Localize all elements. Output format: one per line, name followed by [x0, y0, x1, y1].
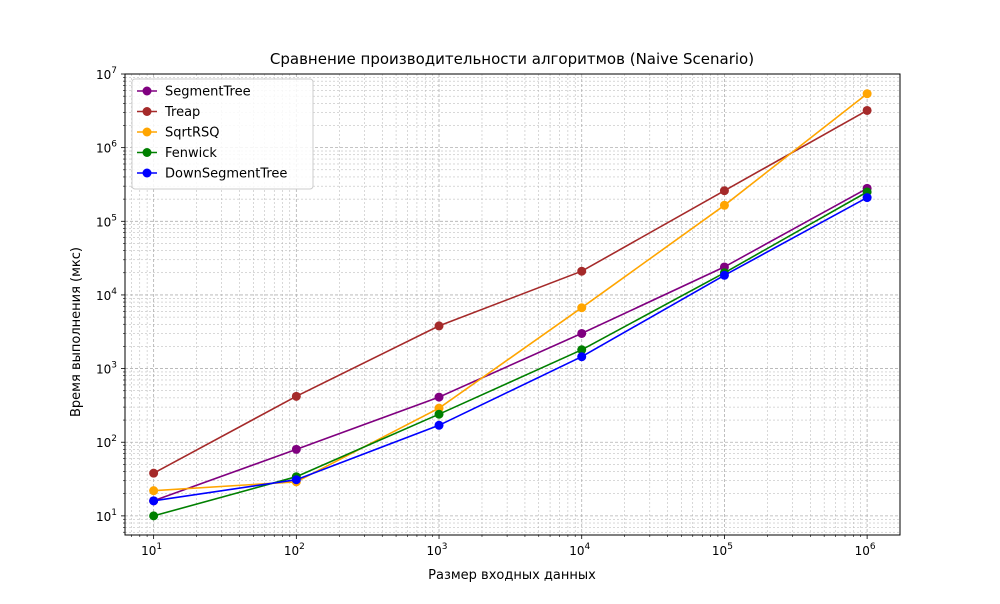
y-tick-base: 10: [96, 215, 111, 229]
series-downsegmenttree: [149, 193, 872, 506]
legend-box: [131, 78, 314, 190]
x-tick-exponent: 6: [870, 542, 876, 552]
data-point: [291, 391, 301, 401]
y-tick-label: 101: [96, 508, 117, 524]
data-point: [719, 186, 729, 196]
x-tick-label: 105: [712, 542, 733, 558]
y-tick-base: 10: [96, 363, 111, 377]
y-tick-base: 10: [96, 142, 111, 156]
data-point: [291, 444, 301, 454]
y-tick-base: 10: [96, 289, 111, 303]
x-tick-base: 10: [427, 544, 442, 558]
legend-label: DownSegmentTree: [165, 167, 287, 182]
legend-label: Treap: [164, 105, 200, 120]
y-tick-base: 10: [96, 510, 111, 524]
data-point: [577, 266, 587, 276]
series-line: [153, 196, 868, 502]
y-tick-exponent: 5: [111, 213, 117, 223]
y-tick-exponent: 1: [111, 508, 117, 518]
legend-swatch-marker: [142, 86, 152, 96]
y-axis-label: Время выполнения (мкс): [69, 247, 84, 417]
data-point: [149, 496, 159, 506]
data-point: [434, 321, 444, 331]
data-point: [719, 270, 729, 280]
x-tick-exponent: 1: [156, 542, 162, 552]
y-tick-label: 104: [96, 287, 117, 303]
legend-swatch-marker: [142, 127, 152, 137]
x-tick-exponent: 2: [299, 542, 305, 552]
y-tick-exponent: 6: [111, 140, 117, 150]
legend: SegmentTree Treap SqrtRSQ Fenwick DownSegmen…: [131, 78, 314, 190]
data-point: [577, 352, 587, 362]
data-point: [719, 200, 729, 210]
legend-item: DownSegmentTree: [137, 167, 287, 182]
y-tick-exponent: 4: [111, 287, 117, 297]
data-point: [434, 392, 444, 402]
x-tick-label: 106: [855, 542, 876, 558]
legend-label: SegmentTree: [165, 85, 251, 100]
y-tick-label: 102: [96, 434, 117, 450]
plot-frame: [124, 73, 901, 536]
data-point: [577, 303, 587, 313]
legend-label: SqrtRSQ: [165, 126, 219, 141]
series-treap: [149, 105, 872, 478]
data-point: [862, 193, 872, 203]
x-tick-base: 10: [569, 544, 584, 558]
x-tick-label: 102: [284, 542, 305, 558]
y-tick-base: 10: [96, 68, 111, 82]
data-point: [862, 105, 872, 115]
data-point: [149, 486, 159, 496]
y-tick-label: 106: [96, 140, 117, 156]
x-tick-label: 101: [141, 542, 162, 558]
x-tick-base: 10: [712, 544, 727, 558]
y-tick-exponent: 7: [111, 66, 117, 76]
x-tick-base: 10: [284, 544, 299, 558]
legend-label: Fenwick: [165, 146, 217, 161]
data-point: [862, 89, 872, 99]
x-tick-label: 104: [569, 542, 590, 558]
y-tick-label: 105: [96, 213, 117, 229]
legend-item: SegmentTree: [137, 85, 251, 100]
y-tick-base: 10: [96, 436, 111, 450]
legend-swatch-marker: [142, 148, 152, 157]
y-tick-exponent: 3: [111, 361, 117, 371]
x-axis-label: Размер входных данных: [428, 568, 596, 583]
x-tick-exponent: 5: [727, 542, 733, 552]
y-tick-label: 103: [96, 361, 117, 377]
x-tick-base: 10: [855, 544, 870, 558]
legend-swatch-marker: [142, 168, 152, 178]
y-tick-label: 107: [96, 66, 117, 82]
data-point: [577, 345, 587, 355]
plot-series: [149, 89, 872, 521]
legend-item: Fenwick: [137, 146, 217, 161]
y-tick-exponent: 2: [111, 434, 117, 444]
series-line: [153, 187, 868, 502]
x-tick-label: 103: [427, 542, 448, 558]
data-point: [291, 475, 301, 485]
chart-title: Сравнение производительности алгоритмов …: [270, 50, 754, 68]
data-point: [577, 328, 587, 338]
legend-item: SqrtRSQ: [137, 126, 219, 141]
x-tick-base: 10: [141, 544, 156, 558]
data-point: [149, 468, 159, 478]
series-line: [153, 109, 868, 474]
data-point: [434, 420, 444, 430]
data-point: [434, 409, 444, 419]
x-tick-exponent: 4: [584, 542, 590, 552]
legend-swatch-marker: [142, 107, 152, 116]
data-point: [149, 511, 159, 521]
x-tick-exponent: 3: [442, 542, 448, 552]
legend-item: Treap: [137, 105, 200, 120]
